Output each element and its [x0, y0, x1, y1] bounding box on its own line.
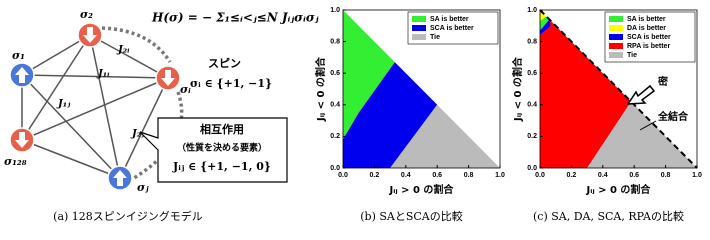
x-tick-label: 0.8	[661, 172, 671, 179]
legend-label: SCA is better	[430, 25, 474, 32]
region	[540, 19, 551, 36]
legend-label: SA is better	[430, 16, 469, 23]
edge-label: J₁ⱼ	[56, 99, 71, 110]
region	[390, 104, 500, 168]
spin-down	[155, 65, 181, 91]
y-axis-label: Jᵢⱼ < 0 の割合	[511, 56, 524, 122]
chart: 0.0 0.2 0.4 0.6 0.8 1.0 0.0 0.2 0.4 0.6 0.8 1.0 Jᵢⱼ …	[511, 7, 702, 223]
edge-label: J₁ᵢ	[96, 69, 110, 80]
arrow	[626, 84, 656, 105]
node-label: σ₁	[12, 49, 25, 62]
legend-swatch	[412, 34, 426, 40]
boundary-line	[539, 9, 698, 169]
annotation: 密	[658, 75, 668, 88]
y-tick-label: 0.8	[330, 38, 340, 45]
edge-label: J₂ᵢ	[116, 45, 130, 56]
x-tick-label: 0.0	[338, 172, 348, 179]
caption: (c) SA, DA, SCA, RPAの比較	[533, 209, 684, 223]
legend: SA is better SCA is better Tie	[407, 11, 499, 45]
x-axis-label: Jᵢⱼ > 0 の割合	[586, 183, 652, 196]
x-tick-label: 0.2	[567, 172, 577, 179]
x-tick-label: 0.8	[464, 172, 474, 179]
spin-up	[107, 165, 133, 191]
legend-label: SA is better	[627, 16, 666, 23]
legend-swatch	[412, 16, 426, 22]
node-label: σ₂	[80, 8, 93, 21]
box-domain: Jᵢⱼ ∈ {+1, −1, 0}	[172, 160, 271, 173]
edge-label: J₂ⱼ	[130, 129, 145, 140]
y-tick-label: 0.8	[527, 38, 537, 45]
plot-frame	[539, 9, 698, 169]
legend-label: Tie	[627, 52, 637, 59]
node-label: σᵢ	[180, 83, 191, 96]
spin-domain: σᵢ ∈ {+1, −1}	[190, 77, 272, 90]
x-tick-label: 1.0	[495, 172, 505, 179]
chart: 0.0 0.2 0.4 0.6 0.8 1.0 0.0 0.2 0.4 0.6 0.8 1.0 Jᵢⱼ …	[314, 7, 505, 223]
spin-up	[9, 62, 35, 88]
x-tick-label: 0.6	[432, 172, 442, 179]
region	[343, 62, 438, 168]
legend-label: SCA is better	[627, 34, 671, 41]
spin-down	[9, 127, 35, 153]
box-subtitle: （性質を決める要素）	[177, 142, 267, 154]
x-tick-label: 0.4	[401, 172, 411, 179]
caption: (b) SAとSCAの比較	[360, 209, 463, 223]
y-axis-label: Jᵢⱼ < 0 の割合	[314, 56, 327, 122]
x-tick-label: 0.2	[370, 172, 380, 179]
x-tick-label: 0.6	[629, 172, 639, 179]
caption: (a) 128スピンイジングモデル	[53, 209, 203, 223]
callout-box	[139, 117, 288, 183]
legend-swatch	[609, 34, 623, 40]
legend-label: RPA is better	[627, 43, 670, 50]
spin-label: スピン	[208, 57, 241, 70]
legend-swatch	[609, 25, 623, 31]
y-tick-label: 0.4	[527, 102, 537, 109]
legend-swatch	[609, 43, 623, 49]
y-tick-label: 0.6	[527, 70, 537, 77]
legend-swatch	[609, 16, 623, 22]
region	[540, 19, 632, 169]
y-tick-label: 0.0	[330, 165, 340, 172]
plot-frame	[342, 9, 501, 169]
legend-label: DA is better	[627, 25, 666, 32]
y-tick-label: 0.6	[330, 70, 340, 77]
y-tick-label: 1.0	[527, 7, 537, 14]
x-axis-label: Jᵢⱼ > 0 の割合	[389, 183, 455, 196]
legend-swatch	[609, 52, 623, 58]
region	[540, 16, 550, 31]
legend-label: Tie	[430, 34, 440, 41]
node-label: σ₁₂₈	[4, 155, 27, 168]
ising-diagram: σ₁ σ₂ σᵢ σ₁₂₈ σⱼ J₁ᵢ J₂ᵢ J₁ⱼ J₂ⱼ H(σ) = …	[4, 8, 319, 223]
region	[343, 10, 395, 140]
y-tick-label: 0.2	[330, 133, 340, 140]
annotation: 全結合	[657, 110, 689, 123]
x-tick-label: 0.0	[535, 172, 545, 179]
hamiltonian: H(σ) = − Σ₁≤ᵢ<ⱼ≤N Jᵢⱼσᵢσⱼ	[151, 11, 319, 25]
region	[587, 101, 697, 168]
legend-swatch	[412, 25, 426, 31]
x-tick-label: 0.4	[598, 172, 608, 179]
x-tick-label: 1.0	[692, 172, 702, 179]
node-label: σⱼ	[137, 181, 149, 194]
y-tick-label: 0.0	[527, 165, 537, 172]
y-tick-label: 0.2	[527, 133, 537, 140]
figure: σ₁ σ₂ σᵢ σ₁₂₈ σⱼ J₁ᵢ J₂ᵢ J₁ⱼ J₂ⱼ H(σ) = …	[4, 7, 702, 223]
annotation-leader	[639, 120, 657, 131]
legend: SA is better DA is better SCA is better RPA…	[604, 11, 696, 63]
spin-down	[77, 22, 103, 48]
y-tick-label: 1.0	[330, 7, 340, 14]
box-title: 相互作用	[200, 122, 244, 136]
y-tick-label: 0.4	[330, 102, 340, 109]
